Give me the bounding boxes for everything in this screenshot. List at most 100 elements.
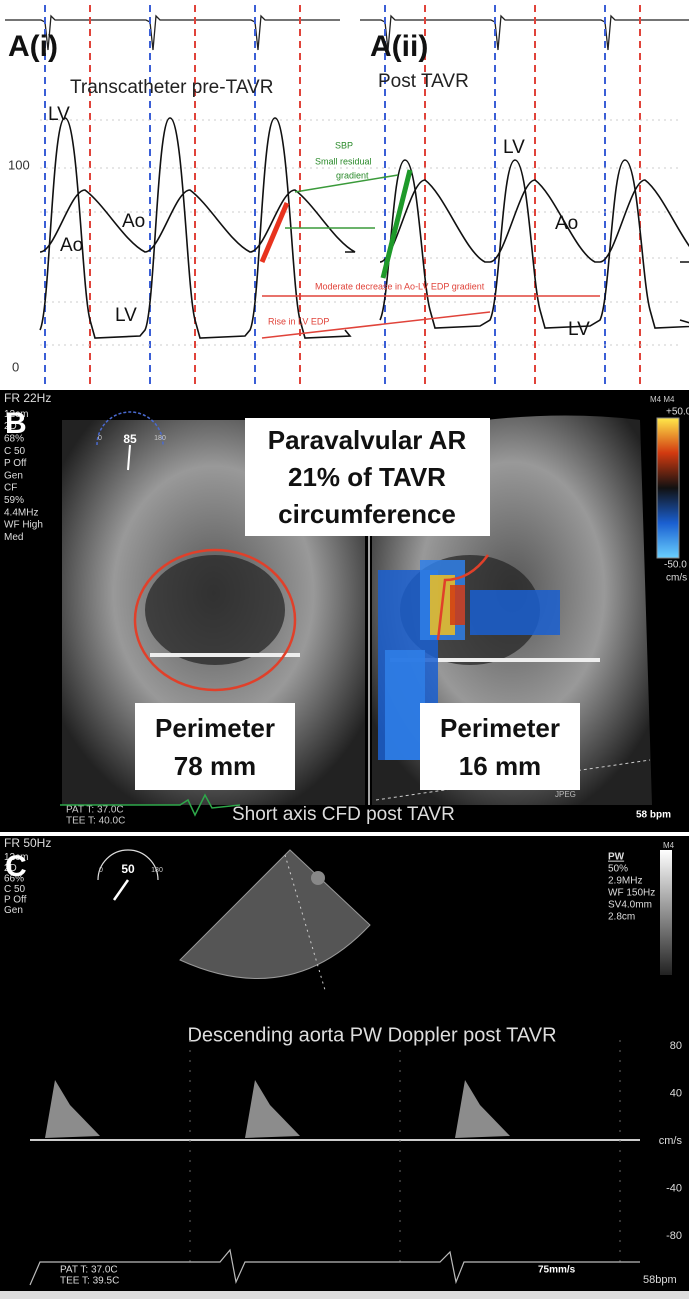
scale-label: -80 bbox=[666, 1230, 682, 1242]
perimeter-label: 16 mm bbox=[459, 751, 541, 781]
perimeter-box bbox=[135, 703, 295, 790]
perimeter-label: Perimeter bbox=[440, 713, 560, 743]
panel-label: C bbox=[5, 850, 27, 883]
wave-label: Ao bbox=[555, 213, 578, 234]
angle-dial bbox=[96, 411, 164, 446]
headline-box bbox=[245, 418, 490, 536]
setting: 12cm bbox=[4, 852, 28, 863]
green-arrow bbox=[294, 174, 399, 193]
doppler-jet bbox=[450, 585, 465, 625]
setting: C 50 bbox=[4, 446, 26, 457]
angle-value: 85 bbox=[123, 432, 137, 446]
red-arrow bbox=[261, 311, 491, 339]
setting: Med bbox=[4, 532, 23, 543]
annotation: Small residual bbox=[315, 156, 372, 166]
headline: circumference bbox=[278, 499, 456, 529]
angle-dial bbox=[97, 849, 159, 881]
annotation: Rise in LV EDP bbox=[268, 316, 329, 326]
pw-setting: WF 150Hz bbox=[608, 888, 655, 899]
temperature: TEE T: 40.0C bbox=[66, 816, 125, 827]
setting: 4.4MHz bbox=[4, 507, 38, 518]
wave-label: LV bbox=[503, 137, 525, 158]
caption: Descending aorta PW Doppler post TAVR bbox=[187, 1024, 556, 1046]
setting: P Off bbox=[4, 895, 27, 906]
ao-pressure bbox=[379, 179, 689, 263]
wave-label: Ao bbox=[60, 235, 83, 256]
angle-value: 50 bbox=[121, 862, 135, 876]
temperature: PAT T: 37.0C bbox=[66, 805, 124, 816]
slope-red bbox=[259, 202, 290, 263]
annotation: SBP bbox=[335, 140, 353, 150]
ecg-strip bbox=[29, 1248, 640, 1286]
wave-label: LV bbox=[48, 104, 70, 125]
doppler-envelope bbox=[45, 1080, 100, 1138]
scale-label: 40 bbox=[670, 1087, 682, 1099]
headline: 21% of TAVR bbox=[288, 462, 446, 492]
setting: Gen bbox=[4, 470, 23, 481]
pw-setting: 50% bbox=[608, 864, 628, 875]
scale-min: -50.0 bbox=[664, 560, 687, 571]
setting: 12cm bbox=[4, 409, 28, 420]
pw-setting: 2.8cm bbox=[608, 912, 635, 923]
panel-title: Post TAVR bbox=[378, 71, 469, 92]
setting: 68% bbox=[4, 434, 24, 445]
heart-rate: 58 bpm bbox=[636, 810, 671, 821]
setting: 59% bbox=[4, 495, 24, 506]
ao-pressure bbox=[39, 189, 356, 253]
setting: Gen bbox=[4, 905, 23, 916]
pw-setting: PW bbox=[608, 852, 625, 863]
scale-unit: cm/s bbox=[666, 573, 687, 584]
setting: P Off bbox=[4, 458, 27, 469]
probe: M4 M4 bbox=[650, 395, 675, 404]
angle-min: 0 bbox=[99, 867, 103, 874]
temperature: PAT T: 37.0C bbox=[60, 1265, 118, 1276]
probe: M4 bbox=[663, 841, 675, 850]
doppler-envelope bbox=[455, 1080, 510, 1138]
doppler-envelope bbox=[245, 1080, 300, 1138]
wave-label: LV bbox=[568, 319, 590, 340]
format: JPEG bbox=[555, 790, 576, 799]
perimeter-label: Perimeter bbox=[155, 713, 275, 743]
panel-a-bg bbox=[0, 0, 689, 390]
lv-pressure bbox=[39, 117, 352, 339]
annotation: Moderate decrease in Ao-LV EDP gradient bbox=[315, 281, 485, 291]
setting: CF bbox=[4, 483, 17, 494]
scale-max: +50.0 bbox=[666, 407, 689, 418]
angle-needle bbox=[127, 444, 131, 471]
dark-lumen bbox=[145, 555, 285, 665]
orient-dot bbox=[311, 871, 325, 885]
setting: WF High bbox=[4, 520, 43, 531]
setting: 66% bbox=[4, 873, 24, 884]
wave-label: LV bbox=[115, 305, 137, 326]
angle-max: 180 bbox=[151, 867, 163, 874]
scale-label: -40 bbox=[666, 1182, 682, 1194]
color-bar bbox=[656, 417, 680, 559]
headline: Paravalvular AR bbox=[268, 425, 467, 455]
pw-setting: SV4.0mm bbox=[608, 900, 652, 911]
setting: 2D bbox=[4, 863, 17, 874]
ecg-strip bbox=[60, 793, 241, 817]
y-label: 100 bbox=[8, 157, 30, 172]
doppler-jet bbox=[385, 650, 425, 760]
setting: FR 22Hz bbox=[4, 391, 51, 405]
pw-setting: 2.9MHz bbox=[608, 876, 642, 887]
scale-label: cm/s bbox=[659, 1135, 683, 1147]
gray-bar bbox=[660, 850, 672, 975]
angle-max: 180 bbox=[154, 435, 166, 442]
lv-pressure bbox=[379, 159, 689, 329]
perimeter-label: 78 mm bbox=[174, 751, 256, 781]
setting: C 50 bbox=[4, 884, 26, 895]
temperature: TEE T: 39.5C bbox=[60, 1276, 119, 1287]
ecg-trace bbox=[360, 14, 689, 51]
slope-green bbox=[380, 169, 413, 279]
panel-label: B bbox=[5, 407, 27, 440]
jet-outline bbox=[436, 554, 490, 641]
angle-needle bbox=[112, 879, 130, 901]
setting: 2D bbox=[4, 421, 17, 432]
doppler-jet bbox=[470, 590, 560, 635]
angle-min: 0 bbox=[98, 435, 102, 442]
setting: FR 50Hz bbox=[4, 836, 51, 850]
bottom-strip bbox=[0, 1291, 689, 1299]
wave-label: Ao bbox=[122, 211, 145, 232]
